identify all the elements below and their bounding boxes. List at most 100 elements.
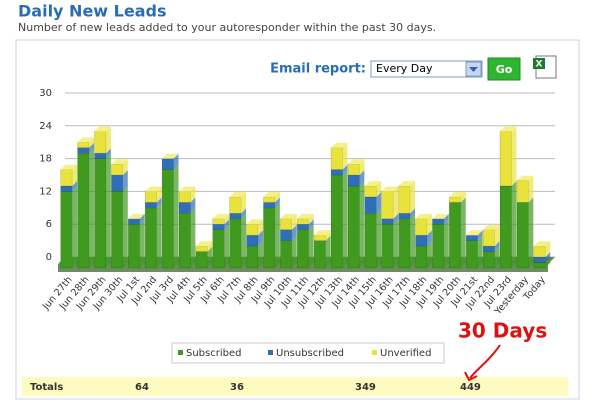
bar-side bbox=[105, 153, 111, 268]
bar-segment bbox=[144, 191, 157, 203]
bar-side bbox=[511, 181, 517, 268]
excel-icon[interactable]: X bbox=[533, 55, 557, 79]
bar-side bbox=[122, 170, 128, 192]
bar-top bbox=[483, 224, 500, 230]
go-label: Go bbox=[496, 63, 513, 76]
bar-segment bbox=[516, 202, 529, 269]
bar-segment bbox=[297, 218, 309, 225]
bar-side bbox=[291, 213, 297, 230]
bar-top bbox=[500, 126, 517, 132]
bar-top bbox=[195, 241, 213, 247]
bar-segment bbox=[330, 147, 343, 170]
bar-top bbox=[297, 213, 314, 219]
bar-side bbox=[308, 219, 314, 230]
bar-side bbox=[241, 208, 247, 219]
bar-side bbox=[156, 197, 162, 208]
bar-segment bbox=[398, 185, 411, 214]
bar-segment bbox=[364, 213, 377, 269]
bar-top bbox=[162, 153, 179, 159]
legend-swatch bbox=[268, 350, 273, 355]
bar-segment bbox=[347, 174, 360, 187]
bar-segment bbox=[280, 218, 293, 230]
totals-label: Totals bbox=[30, 382, 63, 393]
annotation-arrow bbox=[469, 344, 501, 379]
bar-segment bbox=[465, 240, 478, 269]
bar-top bbox=[229, 192, 247, 197]
annotation-arrowhead bbox=[464, 371, 478, 382]
bar-side bbox=[427, 213, 432, 236]
bar-side bbox=[156, 202, 162, 268]
report-select[interactable] bbox=[370, 60, 483, 78]
bar-top bbox=[314, 230, 331, 236]
bar-side bbox=[274, 202, 280, 268]
bar-segment bbox=[482, 229, 495, 247]
bar-segment bbox=[263, 202, 276, 209]
bar-side bbox=[190, 186, 196, 203]
bar-side bbox=[207, 241, 213, 252]
bar-top bbox=[432, 213, 449, 219]
bar-segment bbox=[195, 245, 208, 252]
bar-side bbox=[291, 224, 297, 241]
bar-segment bbox=[94, 131, 107, 154]
bar-segment bbox=[313, 240, 326, 269]
bar-top bbox=[347, 159, 365, 165]
bar-segment bbox=[144, 207, 157, 269]
bar-segment bbox=[263, 196, 276, 203]
bar-segment bbox=[212, 218, 225, 225]
bar-top bbox=[533, 241, 551, 247]
bar-side bbox=[173, 164, 179, 268]
page-subtitle: Number of new leads added to your autore… bbox=[18, 21, 436, 34]
bar-side bbox=[376, 192, 382, 214]
y-tick-label: 6 bbox=[46, 219, 52, 230]
bar-side bbox=[258, 230, 263, 247]
bar-side bbox=[359, 181, 365, 268]
bar-top bbox=[94, 126, 111, 132]
y-tick-label: 30 bbox=[39, 88, 52, 99]
bar-side bbox=[139, 219, 145, 268]
bar-segment bbox=[280, 240, 293, 269]
bar-side bbox=[511, 126, 517, 186]
bar-side bbox=[393, 213, 399, 225]
bar-top bbox=[280, 213, 297, 219]
email-report-label: Email report: bbox=[270, 62, 366, 77]
bar-side bbox=[258, 241, 263, 268]
bar-segment bbox=[415, 245, 428, 269]
bar-side bbox=[72, 186, 78, 268]
bar-side bbox=[427, 230, 432, 247]
bar-segment bbox=[229, 213, 242, 220]
legend-label: Subscribed bbox=[186, 348, 241, 359]
totals-value: 449 bbox=[460, 382, 481, 393]
bar-side bbox=[241, 213, 247, 268]
report-option: Every Day bbox=[376, 62, 433, 75]
bar-side bbox=[443, 219, 449, 268]
bar-segment bbox=[330, 174, 343, 269]
bar-segment bbox=[313, 234, 326, 241]
bar-side bbox=[477, 235, 483, 268]
bar-top bbox=[466, 230, 483, 236]
bar-side bbox=[105, 126, 111, 154]
bar-side bbox=[325, 235, 331, 268]
bar-top bbox=[449, 192, 466, 197]
go-button[interactable] bbox=[487, 57, 521, 81]
bar-segment bbox=[415, 218, 428, 236]
bar-side bbox=[528, 175, 534, 203]
bar-segment bbox=[60, 169, 73, 187]
bar-segment bbox=[381, 218, 394, 225]
bar-side bbox=[274, 197, 280, 208]
annotation: 30 Days bbox=[458, 319, 547, 343]
bar-top bbox=[398, 181, 416, 186]
bar-side bbox=[393, 219, 399, 268]
bar-top bbox=[364, 181, 382, 186]
bar-side bbox=[494, 241, 500, 252]
legend-label: Unverified bbox=[380, 348, 431, 359]
bar-side bbox=[342, 164, 348, 176]
select-arrow-icon bbox=[469, 67, 478, 72]
bar-segment bbox=[533, 245, 546, 258]
bar-side bbox=[207, 246, 213, 268]
bar-side bbox=[376, 208, 382, 268]
totals-row bbox=[22, 377, 568, 396]
bar-segment bbox=[449, 196, 462, 203]
bar-side bbox=[105, 148, 111, 159]
bar-segment bbox=[77, 142, 90, 148]
